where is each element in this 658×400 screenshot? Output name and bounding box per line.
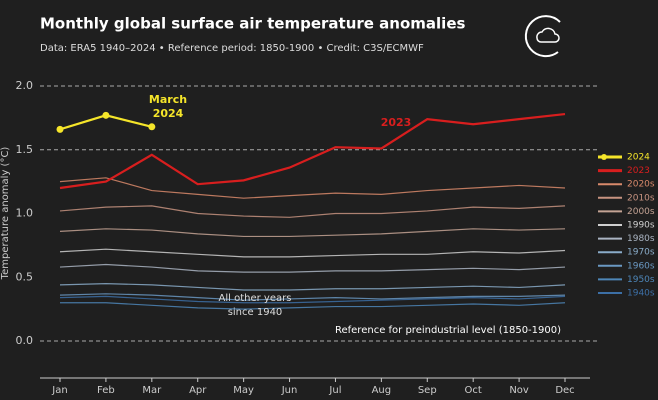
- series-line: [59, 263, 566, 273]
- x-tick-label: Aug: [372, 385, 392, 396]
- x-tick-label: Jun: [281, 385, 298, 396]
- y-tick-label: 1.5: [16, 143, 34, 156]
- series-line: [59, 112, 566, 190]
- y-tick-label: 0.5: [16, 270, 34, 283]
- annotation: All other years: [219, 293, 292, 304]
- series-line: [59, 295, 566, 304]
- annotation: Reference for preindustrial level (1850-…: [335, 325, 561, 336]
- x-tick-label: Oct: [465, 385, 482, 396]
- x-tick-label: Dec: [555, 385, 574, 396]
- legend-label: 1950s: [627, 275, 655, 285]
- x-tick-label: Feb: [97, 385, 115, 396]
- series-line: [59, 228, 566, 238]
- chart-title: Monthly global surface air temperature a…: [40, 15, 465, 33]
- x-tick-label: Jul: [328, 385, 341, 396]
- logo: [524, 15, 561, 58]
- series-line: [59, 177, 566, 199]
- x-tick-label: Sep: [418, 385, 437, 396]
- legend-label: 1960s: [627, 261, 655, 271]
- x-tick-label: Jan: [51, 385, 67, 396]
- legend-label: 1990s: [627, 221, 655, 231]
- x-tick-label: Nov: [509, 385, 529, 396]
- y-tick-label: 0.0: [16, 334, 34, 347]
- annotation: March: [149, 93, 187, 106]
- annotation: 2023: [381, 116, 412, 129]
- series-line: [59, 248, 566, 258]
- annotation: since 1940: [228, 307, 283, 318]
- y-tick-label: 2.0: [16, 79, 34, 92]
- annotation: 2024: [153, 107, 184, 120]
- series-line: [59, 283, 566, 291]
- legend-label: 1970s: [627, 248, 655, 258]
- point: [102, 111, 110, 119]
- chart-subtitle: Data: ERA5 1940–2024 • Reference period:…: [40, 43, 424, 54]
- legend-label: 2023: [627, 166, 650, 176]
- series-line: [60, 302, 566, 310]
- point: [56, 125, 64, 133]
- point: [148, 123, 156, 131]
- series-line: [59, 293, 566, 301]
- x-tick-label: Apr: [189, 385, 207, 396]
- series-line: [59, 205, 566, 218]
- legend-point: [601, 154, 607, 160]
- y-axis-label: Temperature anomaly (°C): [0, 147, 11, 281]
- legend-label: 1980s: [627, 234, 655, 244]
- legend-label: 2010s: [627, 193, 655, 203]
- legend-label: 1940s: [627, 289, 655, 299]
- legend-label: 2020s: [627, 180, 655, 190]
- x-tick-label: Mar: [142, 385, 162, 396]
- legend-label: 2000s: [627, 207, 655, 217]
- legend-label: 2024: [627, 153, 650, 163]
- y-tick-label: 1.0: [16, 207, 34, 220]
- x-tick-label: May: [233, 385, 254, 396]
